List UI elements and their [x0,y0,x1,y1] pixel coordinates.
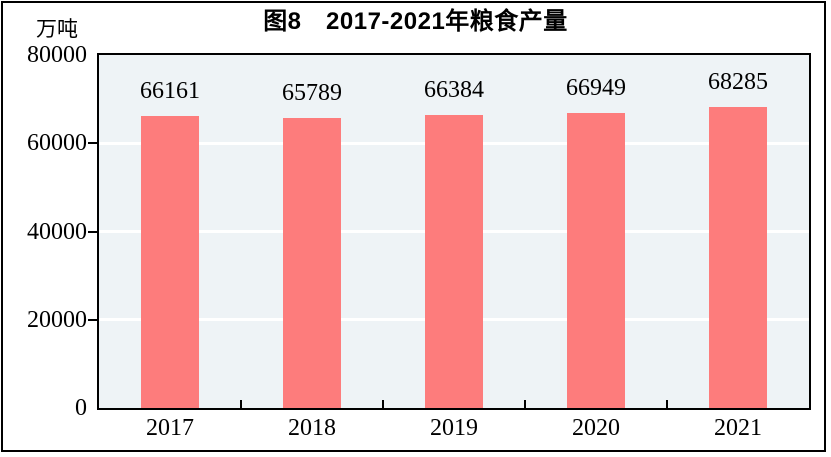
bar-2017 [141,116,199,408]
y-axis-tick [88,230,97,233]
y-tick-label-0: 0 [75,395,87,421]
x-axis-tick [240,400,242,408]
x-tick-label-2020: 2020 [572,415,620,441]
y-tick-label-40000: 40000 [27,218,87,245]
bar-2021 [709,106,767,408]
y-axis-unit-label: 万吨 [36,17,78,41]
bar-2018 [283,117,341,408]
x-tick-label-2021: 2021 [714,415,762,441]
y-tick-label-20000: 20000 [27,306,87,333]
value-label-2018: 65789 [282,79,342,106]
y-tick-label-60000: 60000 [27,130,87,157]
y-tick-label-80000: 80000 [27,42,87,68]
plot-area: 66161 65789 66384 66949 68285 [97,53,811,410]
value-label-2017: 66161 [140,78,200,105]
x-axis-tick [524,400,526,408]
y-axis-tick [88,318,97,321]
value-label-2019: 66384 [424,77,484,104]
value-label-2020: 66949 [566,74,626,101]
x-tick-label-2018: 2018 [288,415,336,441]
chart-title: 图8 2017-2021年粮食产量 [263,8,568,35]
x-axis-tick [382,400,384,408]
x-tick-label-2017: 2017 [146,415,194,441]
bar-2019 [425,115,483,408]
bar-2020 [567,112,625,408]
x-tick-label-2019: 2019 [430,415,478,441]
y-axis-tick [88,142,97,145]
value-label-2021: 68285 [708,68,768,95]
x-axis-tick [666,400,668,408]
